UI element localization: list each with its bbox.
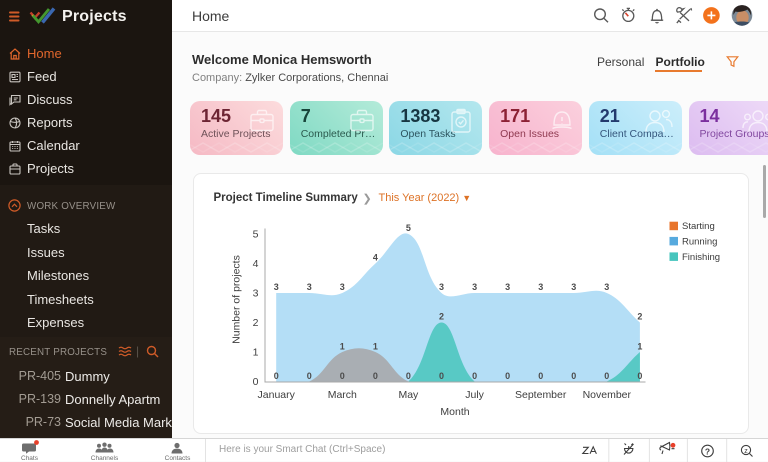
svg-text:z: z: [744, 448, 748, 455]
svg-text:Running: Running: [682, 236, 717, 247]
svg-text:2: 2: [252, 317, 258, 329]
svg-text:0: 0: [372, 371, 377, 381]
svg-text:4: 4: [372, 252, 377, 262]
svg-text:5: 5: [252, 228, 258, 240]
svg-text:2: 2: [438, 311, 443, 321]
svg-text:0: 0: [252, 376, 258, 388]
svg-text:4: 4: [252, 258, 258, 270]
svg-text:3: 3: [472, 282, 477, 292]
svg-text:3: 3: [571, 282, 576, 292]
svg-text:March: March: [327, 389, 356, 401]
svg-text:0: 0: [306, 371, 311, 381]
svg-text:July: July: [465, 389, 484, 401]
svg-text:Starting: Starting: [682, 221, 715, 232]
svg-text:3: 3: [306, 282, 311, 292]
svg-text:1: 1: [372, 341, 377, 351]
svg-text:Month: Month: [440, 406, 469, 418]
svg-text:January: January: [257, 389, 295, 401]
svg-text:Number of projects: Number of projects: [230, 255, 242, 344]
svg-text:November: November: [582, 389, 631, 401]
svg-text:0: 0: [472, 371, 477, 381]
svg-text:0: 0: [405, 371, 410, 381]
svg-text:Finishing: Finishing: [682, 251, 720, 262]
svg-text:0: 0: [339, 371, 344, 381]
svg-text:3: 3: [505, 282, 510, 292]
svg-text:1: 1: [637, 341, 642, 351]
svg-text:0: 0: [438, 371, 443, 381]
svg-text:0: 0: [637, 371, 642, 381]
svg-text:3: 3: [538, 282, 543, 292]
svg-text:1: 1: [252, 346, 258, 358]
svg-text:1: 1: [339, 341, 344, 351]
svg-text:3: 3: [252, 287, 258, 299]
svg-text:0: 0: [604, 371, 609, 381]
svg-text:0: 0: [273, 371, 278, 381]
svg-text:0: 0: [505, 371, 510, 381]
svg-text:3: 3: [438, 282, 443, 292]
svg-text:?: ?: [705, 446, 710, 456]
svg-text:3: 3: [604, 282, 609, 292]
svg-text:5: 5: [405, 223, 410, 233]
svg-text:3: 3: [339, 282, 344, 292]
svg-text:May: May: [398, 389, 419, 401]
svg-text:September: September: [515, 389, 567, 401]
svg-text:2: 2: [637, 311, 642, 321]
svg-text:0: 0: [538, 371, 543, 381]
svg-text:3: 3: [273, 282, 278, 292]
svg-text:0: 0: [571, 371, 576, 381]
